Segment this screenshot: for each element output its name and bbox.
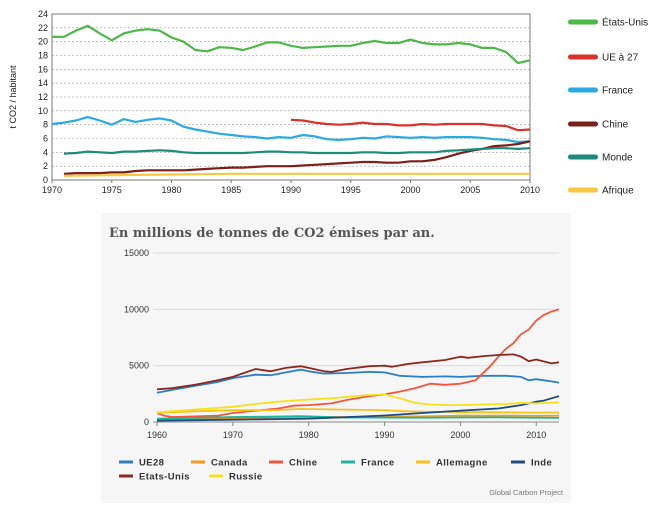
chart1-x-tick: 1990 (281, 185, 301, 195)
chart2-line-inde (156, 395, 560, 422)
chart2-legend: UE28 Canada Chine France Allemagne Inde Etats-… (119, 458, 552, 483)
chart1-y-tick: 0 (43, 175, 48, 185)
chart2-legend-label: Inde (531, 458, 552, 469)
chart1-legend-label: France (602, 86, 634, 97)
chart2-source: Global Carbon Project (489, 488, 564, 497)
chart2-legend-swatch (511, 460, 525, 464)
chart2-series-lines (156, 308, 560, 422)
chart1-x-tick: 2000 (400, 185, 420, 195)
chart2-y-tick: 10000 (124, 304, 149, 314)
chart1-line-chine (63, 140, 531, 175)
chart1-y-tick: 12 (38, 92, 48, 102)
chart2-x-tick: 2010 (526, 430, 546, 440)
chart1-legend-swatch (568, 154, 598, 160)
chart2-y-tick-labels: 0 5000 10000 15000 (124, 248, 149, 427)
chart1-x-tick: 1970 (42, 185, 62, 195)
chart1-plot-area (51, 13, 531, 181)
co2-total-emissions-card: En millions de tonnes de CO2 émises par … (101, 213, 571, 503)
chart1-x-tick-labels: 1970 1975 1980 1985 1990 1995 2000 2005 2010 (42, 180, 540, 195)
chart1-line-etats-unis (52, 24, 531, 65)
chart1-y-tick: 8 (43, 120, 48, 130)
chart2-title: En millions de tonnes de CO2 émises par … (109, 226, 435, 241)
chart1-y-tick: 14 (38, 78, 48, 88)
chart2-legend-swatch (191, 460, 205, 464)
chart1-y-tick: 20 (38, 37, 48, 47)
chart1-legend-label: États-Unis (602, 16, 648, 29)
chart2-x-tick-labels: 1960 1970 1980 1990 2000 2010 (147, 422, 546, 440)
chart1-legend-swatch (568, 187, 598, 193)
chart1-legend-label: Chine (602, 120, 629, 131)
chart2-legend-swatch (119, 460, 133, 464)
chart1-x-tick: 1980 (161, 185, 181, 195)
chart2-legend-swatch (209, 474, 223, 478)
chart1-line-ue-a-27 (290, 118, 531, 132)
chart1-y-tick: 6 (43, 134, 48, 144)
chart2-line-ue28 (156, 368, 560, 394)
chart1-legend: États-Unis UE à 27 France Chine Monde Afrique (568, 16, 648, 197)
chart1-y-axis-label: t CO2 / habitant (8, 65, 18, 129)
chart1-x-tick: 2005 (460, 185, 480, 195)
chart2-line-russie (156, 393, 560, 414)
chart2-legend-label: Canada (211, 458, 248, 469)
chart1-y-tick: 2 (43, 161, 48, 171)
chart2-x-tick: 1970 (223, 430, 243, 440)
chart2-line-allemagne (156, 408, 560, 414)
chart2-y-tick: 15000 (124, 248, 149, 258)
chart2-legend-swatch (269, 460, 283, 464)
chart1-line-monde (63, 147, 531, 155)
chart1-y-tick: 16 (38, 64, 48, 74)
chart1-legend-swatch (568, 19, 598, 25)
chart1-legend-label: Monde (602, 153, 633, 164)
chart2-legend-swatch (416, 460, 430, 464)
chart1-x-tick: 1995 (341, 185, 361, 195)
chart1-legend-swatch (568, 121, 598, 127)
chart1-y-tick: 18 (38, 51, 48, 61)
chart1-x-tick: 2010 (520, 185, 540, 195)
chart2-y-tick: 0 (144, 417, 149, 427)
chart2-legend-label: Allemagne (436, 458, 488, 469)
chart2-x-tick: 1990 (375, 430, 395, 440)
chart1-line-france (51, 116, 531, 144)
chart2-y-tick: 5000 (129, 361, 149, 371)
chart2-legend-swatch (119, 474, 133, 478)
chart2-legend-label: Russie (229, 472, 263, 483)
co2-total-emissions-chart: En millions de tonnes de CO2 émises par … (109, 226, 564, 497)
chart2-x-tick: 2000 (450, 430, 470, 440)
chart1-y-tick: 24 (38, 9, 48, 19)
chart2-x-tick: 1980 (299, 430, 319, 440)
chart2-legend-label: Etats-Unis (139, 472, 190, 483)
chart2-line-etats-unis (156, 353, 560, 391)
chart1-series-lines (51, 24, 531, 177)
chart2-x-tick: 1960 (147, 430, 167, 440)
chart1-y-tick: 4 (43, 147, 48, 157)
chart2-legend-label: Chine (289, 458, 317, 469)
chart1-legend-swatch (568, 87, 598, 93)
chart1-x-tick: 1985 (221, 185, 241, 195)
chart1-legend-label: Afrique (602, 186, 634, 197)
chart2-line-chine (156, 308, 560, 418)
chart1-legend-swatch (568, 54, 598, 60)
chart2-legend-label: UE28 (139, 458, 164, 469)
chart2-legend-label: France (361, 458, 395, 469)
chart1-y-tick: 10 (38, 106, 48, 116)
chart1-x-tick: 1975 (102, 185, 122, 195)
chart1-legend-label: UE à 27 (602, 53, 639, 64)
chart2-legend-swatch (341, 460, 355, 464)
chart1-line-afrique (63, 172, 530, 177)
chart1-y-tick: 22 (38, 23, 48, 33)
